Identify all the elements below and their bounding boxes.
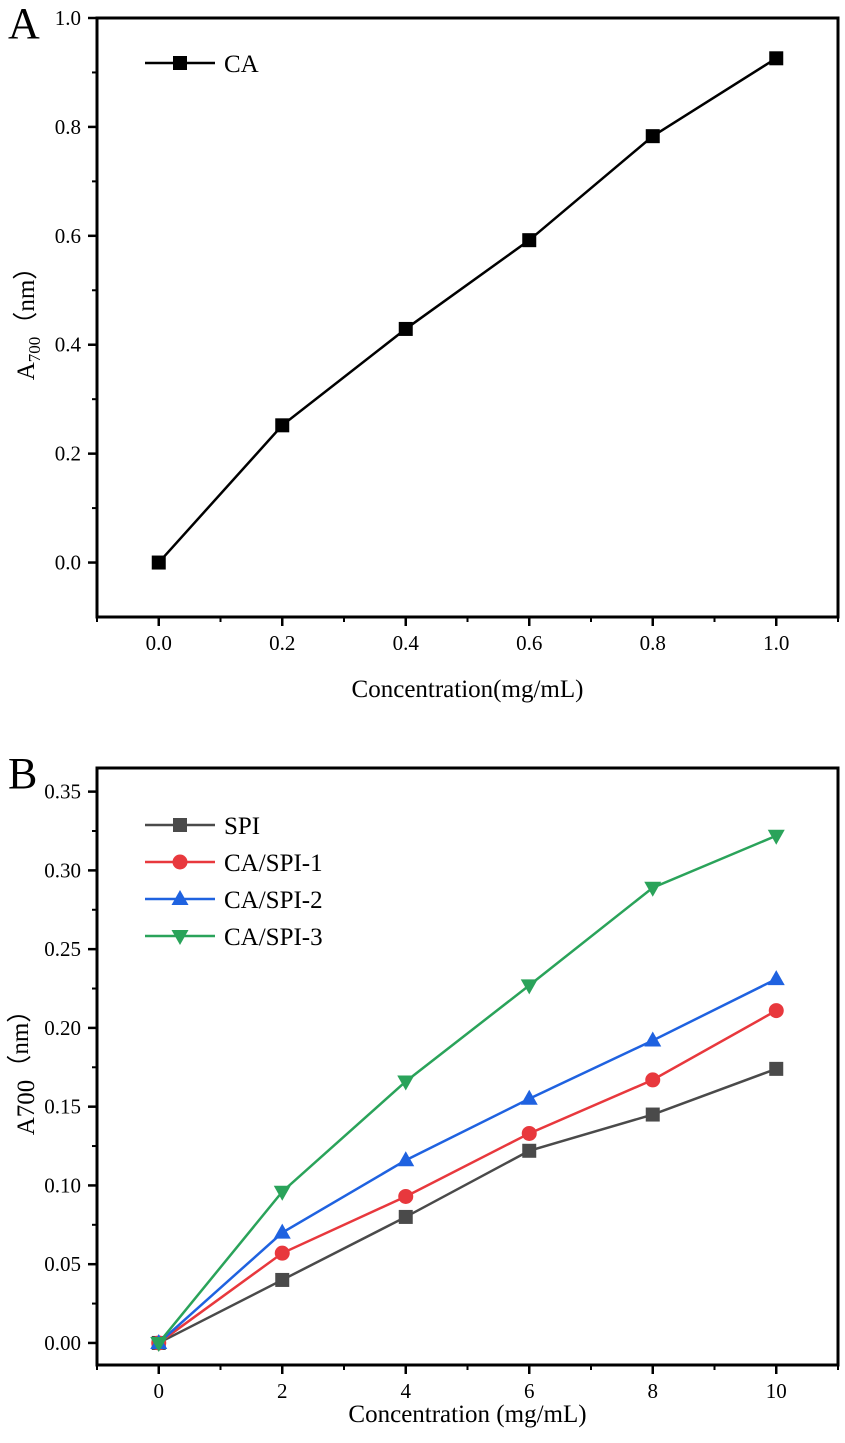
x-tick-label: 4 — [401, 1379, 412, 1403]
data-point — [398, 321, 413, 336]
x-tick-label: 0.8 — [640, 631, 666, 655]
data-point — [274, 1245, 290, 1261]
plot-frame — [95, 16, 840, 619]
data-point — [522, 233, 537, 248]
series-ca-spi-2 — [150, 970, 785, 1349]
y-tick-label: 0.35 — [44, 780, 81, 804]
x-tick-label: 10 — [766, 1379, 787, 1403]
y-tick-label: 0.15 — [44, 1095, 81, 1119]
data-point — [397, 1075, 415, 1091]
x-tick-label: 0.0 — [146, 631, 172, 655]
data-point — [150, 1336, 168, 1352]
panel-label: B — [8, 749, 37, 798]
y-tick-label: 0.2 — [55, 442, 81, 466]
x-tick-label: 2 — [277, 1379, 288, 1403]
x-tick-label: 0.4 — [393, 631, 420, 655]
data-point — [645, 1072, 661, 1088]
data-point — [172, 854, 188, 870]
legend-item: CA/SPI-3 — [145, 924, 323, 951]
y-axis-label-main: A — [13, 362, 40, 380]
y-axis-label-rest: （nm） — [6, 998, 34, 1080]
x-axis-label: Concentration(mg/mL) — [352, 676, 584, 703]
data-point — [151, 555, 166, 570]
y-tick-label: 0.05 — [44, 1252, 81, 1276]
y-tick-label: 0.6 — [55, 224, 81, 248]
data-point — [768, 1003, 784, 1019]
data-point — [398, 1209, 413, 1224]
y-tick-label: 0.0 — [55, 551, 81, 575]
x-tick-label: 6 — [524, 1379, 535, 1403]
series-line — [157, 834, 777, 1344]
y-axis-label-sub: 700 — [25, 337, 44, 363]
data-point — [171, 930, 189, 945]
data-point — [645, 129, 660, 144]
data-point — [173, 818, 187, 832]
x-tick-label: 0 — [154, 1379, 165, 1403]
data-point — [521, 1125, 537, 1141]
series-line — [158, 1067, 777, 1345]
legend-item: SPI — [145, 813, 260, 840]
legend-item: CA — [145, 51, 259, 78]
data-point — [397, 1151, 415, 1167]
legend-label: SPI — [224, 813, 260, 840]
legend-label: CA — [224, 51, 259, 78]
legend-label: CA/SPI-3 — [224, 924, 323, 951]
x-tick-label: 8 — [648, 1379, 659, 1403]
data-point — [520, 1089, 538, 1105]
legend-item: CA/SPI-2 — [145, 887, 323, 914]
data-point — [273, 1185, 291, 1201]
legend-label: CA/SPI-1 — [224, 850, 323, 877]
data-point — [171, 890, 189, 905]
data-point — [767, 829, 785, 845]
data-point — [769, 1061, 784, 1076]
legend-label: CA/SPI-2 — [224, 887, 323, 914]
panel-b: B 0 2 4 6 8 10 0.00 0.05 0.10 0.15 0.20 0.25 0.30 0.35… — [6, 749, 840, 1428]
data-point — [645, 1107, 660, 1122]
y-tick-label: 0.10 — [44, 1173, 81, 1197]
data-point — [522, 1143, 537, 1158]
data-point — [275, 418, 290, 433]
series-spi — [151, 1061, 784, 1350]
y-tick-label: 0.25 — [44, 937, 81, 961]
series-ca — [151, 51, 784, 570]
series-ca-spi-3 — [150, 829, 785, 1352]
y-axis-label-rest: （nm） — [12, 255, 40, 337]
y-tick-label: 0.4 — [55, 333, 82, 357]
panel-label: A — [8, 0, 40, 48]
data-point — [644, 881, 662, 897]
series-line — [157, 57, 777, 564]
data-point — [275, 1272, 290, 1287]
y-tick-label: 0.30 — [44, 858, 81, 882]
x-tick-label: 0.6 — [516, 631, 542, 655]
y-axis-label: A700（nm） — [6, 998, 40, 1136]
series-line — [158, 1009, 777, 1344]
plot-frame — [95, 766, 840, 1367]
y-tick-label: 0.20 — [44, 1016, 81, 1040]
data-point — [520, 979, 538, 995]
y-axis-label-main: A700 — [13, 1080, 40, 1136]
x-tick-label: 0.2 — [269, 631, 295, 655]
data-point — [173, 56, 187, 70]
y-tick-label: 1.0 — [55, 6, 81, 30]
y-axis-label: A700（nm） — [12, 255, 44, 381]
data-point — [273, 1223, 291, 1239]
data-point — [398, 1188, 414, 1204]
x-tick-label: 1.0 — [763, 631, 789, 655]
series-ca-spi-1 — [151, 1003, 784, 1351]
panel-a: A 0.0 0.2 0.4 0.6 0.8 1.0 0.0 0.2 0.4 0.6 0.8 1.0 Con… — [8, 0, 840, 703]
series-line — [157, 977, 777, 1344]
x-axis-label: Concentration (mg/mL) — [348, 1401, 586, 1428]
data-point — [767, 970, 785, 986]
data-point — [644, 1031, 662, 1047]
legend-item: CA/SPI-1 — [145, 850, 323, 877]
y-tick-label: 0.8 — [55, 115, 81, 139]
data-point — [769, 51, 784, 66]
y-tick-label: 0.00 — [44, 1331, 81, 1355]
